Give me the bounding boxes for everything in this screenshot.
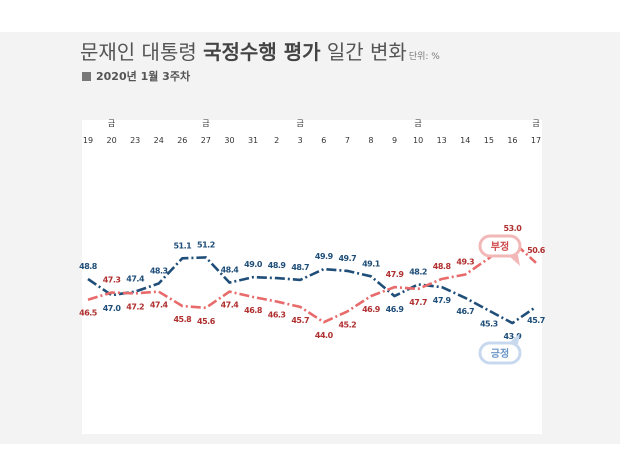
data-label: 46.3 <box>268 311 286 320</box>
data-label: 46.7 <box>456 307 474 316</box>
data-label: 47.4 <box>150 301 169 310</box>
negative-bubble <box>478 234 522 258</box>
data-label: 49.1 <box>362 259 381 268</box>
x-tick-label: 7 <box>345 136 350 145</box>
subtitle-square-icon <box>82 72 91 81</box>
x-tick-label: 13 <box>437 136 447 145</box>
data-label: 48.3 <box>150 267 168 276</box>
title-part2: 국정수행 평가 <box>203 40 321 64</box>
x-tick-label: 17 <box>531 136 541 145</box>
friday-marker: 금 <box>202 119 209 128</box>
data-label: 46.8 <box>244 306 263 315</box>
data-label: 48.4 <box>221 266 240 275</box>
x-tick-label: 30 <box>224 136 234 145</box>
x-tick-label: 19 <box>83 136 93 145</box>
x-tick-label: 24 <box>154 136 164 145</box>
data-label: 51.2 <box>197 240 215 249</box>
data-label: 47.9 <box>433 296 452 305</box>
data-label: 47.3 <box>103 276 121 285</box>
data-label: 45.3 <box>480 320 498 329</box>
x-tick-label: 9 <box>392 136 397 145</box>
data-label: 48.7 <box>291 263 309 272</box>
data-label: 53.0 <box>504 224 523 233</box>
positive-bubble <box>478 341 522 365</box>
data-label: 47.0 <box>103 304 122 313</box>
data-label: 47.7 <box>409 298 427 307</box>
data-label: 46.9 <box>362 305 381 314</box>
data-label: 47.4 <box>126 275 145 284</box>
negative-legend-label: 부정 <box>491 240 509 253</box>
friday-marker: 금 <box>297 119 304 128</box>
data-label: 48.8 <box>79 262 98 271</box>
x-tick-label: 31 <box>248 136 258 145</box>
negative-bubble-tail <box>508 255 520 266</box>
data-label: 48.9 <box>268 261 287 270</box>
data-label: 48.2 <box>409 267 427 276</box>
positive-bubble-tail <box>508 333 520 344</box>
data-label: 49.3 <box>456 258 474 267</box>
data-label: 45.8 <box>173 315 192 324</box>
data-label: 47.9 <box>386 270 405 279</box>
subtitle-text: 2020년 1월 3주차 <box>96 70 191 83</box>
x-tick-label: 8 <box>368 136 373 145</box>
data-label: 48.8 <box>433 262 452 271</box>
chart-title: 문재인 대통령 국정수행 평가 일간 변화 단위: % <box>80 36 440 65</box>
x-tick-label: 27 <box>201 136 211 145</box>
data-label: 47.2 <box>126 302 144 311</box>
friday-marker: 금 <box>414 119 421 128</box>
x-tick-label: 20 <box>106 136 116 145</box>
data-label: 49.9 <box>315 252 334 261</box>
series-line-positive <box>87 256 537 325</box>
data-label: 46.5 <box>79 309 98 318</box>
chart-subtitle: 2020년 1월 3주차 <box>82 68 190 84</box>
x-tick-label: 3 <box>298 136 303 145</box>
data-label: 49.7 <box>338 254 356 263</box>
series-line-negative <box>87 239 537 324</box>
x-tick-label: 16 <box>507 136 517 145</box>
x-tick-label: 15 <box>484 136 494 145</box>
data-label: 45.6 <box>197 317 216 326</box>
data-label: 44.0 <box>315 331 334 340</box>
title-part3: 일간 변화 <box>320 40 407 64</box>
data-label: 43.9 <box>504 332 523 341</box>
data-label: 45.7 <box>291 316 309 325</box>
data-label: 49.0 <box>244 260 263 269</box>
data-label: 46.9 <box>386 305 405 314</box>
x-tick-label: 10 <box>413 136 423 145</box>
data-label: 47.4 <box>221 301 240 310</box>
title-part1: 문재인 대통령 <box>80 40 204 64</box>
x-tick-label: 26 <box>177 136 187 145</box>
data-label: 50.6 <box>527 246 546 255</box>
positive-legend-label: 긍정 <box>491 347 509 360</box>
x-tick-label: 6 <box>321 136 326 145</box>
plot-area <box>82 120 542 434</box>
data-label: 51.1 <box>173 241 192 250</box>
friday-marker: 금 <box>532 119 539 128</box>
x-tick-label: 23 <box>130 136 140 145</box>
friday-marker: 금 <box>108 119 115 128</box>
unit-label: 단위: % <box>408 52 440 62</box>
x-tick-label: 14 <box>460 136 470 145</box>
data-label: 45.2 <box>338 320 356 329</box>
data-label: 45.7 <box>527 316 545 325</box>
x-tick-label: 2 <box>274 136 279 145</box>
